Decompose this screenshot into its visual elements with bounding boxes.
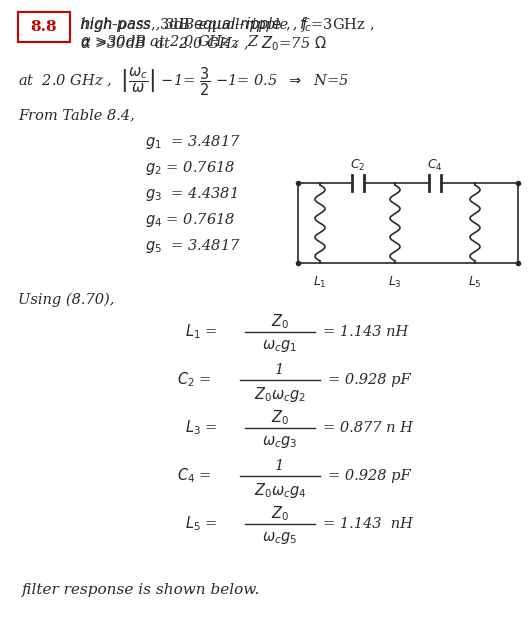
Text: = 0.928 pF: = 0.928 pF — [328, 373, 411, 387]
Text: 1: 1 — [276, 459, 285, 473]
Text: $\omega_c g_5$: $\omega_c g_5$ — [262, 530, 298, 546]
Text: $C_2$ =: $C_2$ = — [178, 371, 212, 389]
Text: = 1.143 nH: = 1.143 nH — [323, 325, 408, 339]
Text: $Z_0$: $Z_0$ — [271, 505, 289, 523]
Text: $L_1$: $L_1$ — [313, 275, 327, 290]
Text: $L_3$ =: $L_3$ = — [184, 419, 217, 437]
Text: 1: 1 — [276, 363, 285, 377]
Text: $C_4$ =: $C_4$ = — [178, 466, 212, 486]
Text: $g_3$  = 4.4381: $g_3$ = 4.4381 — [145, 185, 237, 203]
Text: $g_4$ = 0.7618: $g_4$ = 0.7618 — [145, 211, 235, 229]
Bar — [18, 12, 70, 42]
Text: $\omega_c g_1$: $\omega_c g_1$ — [262, 338, 297, 354]
Text: $L_3$: $L_3$ — [388, 275, 402, 290]
Text: high-pass , 3dB equal-ripple , f: high-pass , 3dB equal-ripple , f — [80, 18, 307, 32]
Text: $Z_0 \omega_c g_4$: $Z_0 \omega_c g_4$ — [253, 481, 306, 500]
Text: $\alpha$ >30dB  at  2.0 GHz ,   $Z_0$=75 $\Omega$: $\alpha$ >30dB at 2.0 GHz , $Z_0$=75 $\O… — [80, 35, 326, 53]
Text: $L_5$ =: $L_5$ = — [184, 515, 217, 533]
Text: $\omega_c g_3$: $\omega_c g_3$ — [262, 434, 298, 450]
Text: at  2.0 GHz ,  $\left|\dfrac{\omega_c}{\omega}\right|$ $-$1= $\dfrac{3}{2}$ $-$1: at 2.0 GHz , $\left|\dfrac{\omega_c}{\om… — [18, 66, 349, 98]
Text: Using (8.70),: Using (8.70), — [18, 293, 114, 307]
Text: 8.8: 8.8 — [31, 20, 57, 34]
Text: $\it{high}$-$\it{pass}$, 3dB $\it{equal}$-$\it{ripple}$ ,  $f_c$=3GHz ,: $\it{high}$-$\it{pass}$, 3dB $\it{equal}… — [80, 15, 374, 35]
Text: = 0.928 pF: = 0.928 pF — [328, 469, 411, 483]
Text: $g_5$  = 3.4817: $g_5$ = 3.4817 — [145, 237, 241, 255]
Text: $C_2$: $C_2$ — [350, 157, 366, 173]
Text: $L_1$ =: $L_1$ = — [184, 323, 217, 341]
Text: $Z_0$: $Z_0$ — [271, 313, 289, 331]
Text: $\alpha$ >30dB at 2.0 GHz ,  Z: $\alpha$ >30dB at 2.0 GHz , Z — [80, 34, 260, 50]
Text: $C_4$: $C_4$ — [427, 157, 443, 173]
Text: = 1.143  nH: = 1.143 nH — [323, 517, 413, 531]
Text: $Z_0$: $Z_0$ — [271, 408, 289, 428]
Text: From Table 8.4,: From Table 8.4, — [18, 108, 135, 122]
Text: $L_5$: $L_5$ — [468, 275, 482, 290]
Text: $g_1$  = 3.4817: $g_1$ = 3.4817 — [145, 133, 241, 151]
Text: $Z_0 \omega_c g_2$: $Z_0 \omega_c g_2$ — [254, 384, 306, 404]
Text: $g_2$ = 0.7618: $g_2$ = 0.7618 — [145, 159, 235, 177]
Text: filter response is shown below.: filter response is shown below. — [22, 583, 260, 597]
Text: = 0.877 n H: = 0.877 n H — [323, 421, 413, 435]
